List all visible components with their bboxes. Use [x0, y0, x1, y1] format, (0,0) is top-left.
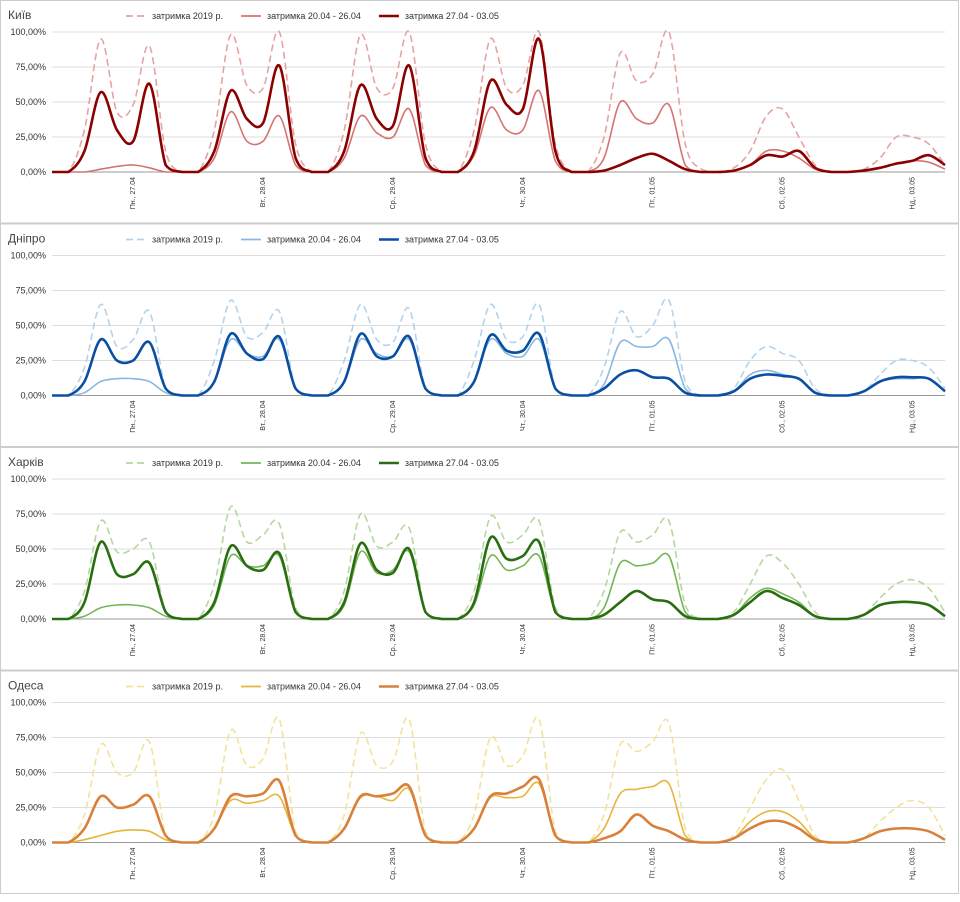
y-tick-label: 25,00%: [15, 803, 46, 813]
chart-title: Одеса: [8, 679, 44, 693]
y-tick-label: 50,00%: [15, 97, 46, 107]
legend-label: затримка 2019 р.: [152, 682, 223, 692]
chart-panel: Київ затримка 2019 р. затримка 20.04 - 26.…: [0, 0, 959, 224]
y-tick-label: 100,00%: [10, 474, 46, 484]
chart-title: Харків: [8, 455, 44, 469]
y-tick-label: 50,00%: [15, 321, 46, 331]
x-tick-label: Пн., 27.04: [130, 400, 137, 432]
chart-title: Київ: [8, 8, 31, 22]
y-tick-label: 75,00%: [15, 509, 46, 519]
panel-frame: [0, 0, 959, 224]
chart-panel: Одеса затримка 2019 р. затримка 20.04 - 26…: [0, 670, 959, 894]
y-tick-label: 100,00%: [10, 27, 46, 37]
x-tick-label: Сб., 02.05: [779, 400, 787, 433]
y-tick-label: 75,00%: [15, 62, 46, 72]
x-tick-label: Сб., 02.05: [779, 177, 787, 210]
x-tick-label: Вт., 28.04: [260, 847, 267, 877]
x-tick-label: Сб., 02.05: [779, 847, 787, 880]
x-tick-label: Чт., 30.04: [520, 624, 527, 655]
x-tick-label: Нд., 03.05: [910, 624, 917, 657]
x-tick-label: Пт., 01.05: [650, 400, 657, 431]
legend-label: затримка 2019 р.: [152, 458, 223, 468]
x-tick-label: Ср., 29.04: [390, 624, 397, 656]
chart-title: Дніпро: [8, 232, 46, 246]
x-tick-label: Чт., 30.04: [520, 400, 527, 431]
x-tick-label: Нд., 03.05: [910, 400, 917, 433]
x-tick-label: Чт., 30.04: [520, 847, 527, 878]
x-tick-label: Пн., 27.04: [130, 177, 137, 209]
x-tick-label: Пт., 01.05: [650, 847, 657, 878]
x-tick-label: Пн., 27.04: [130, 624, 137, 656]
line-series: [51, 37, 946, 174]
panel-frame: [0, 447, 959, 671]
x-tick-label: Вт., 28.04: [260, 624, 267, 654]
y-tick-label: 75,00%: [15, 286, 46, 296]
line-series: [51, 775, 946, 844]
y-tick-label: 25,00%: [15, 132, 46, 142]
x-tick-label: Вт., 28.04: [260, 177, 267, 207]
legend-label: затримка 20.04 - 26.04: [267, 11, 361, 21]
y-tick-label: 0,00%: [20, 614, 46, 624]
legend-label: затримка 20.04 - 26.04: [267, 458, 361, 468]
x-tick-label: Ср., 29.04: [390, 177, 397, 209]
panel-frame: [0, 223, 959, 447]
chart-panel: Дніпро затримка 2019 р. затримка 20.04 - 2…: [0, 223, 959, 447]
x-tick-label: Чт., 30.04: [520, 177, 527, 208]
legend-label: затримка 27.04 - 03.05: [405, 682, 499, 692]
x-tick-label: Пн., 27.04: [130, 847, 137, 879]
line-series: [52, 535, 946, 621]
legend-label: затримка 27.04 - 03.05: [405, 11, 499, 21]
x-tick-label: Нд., 03.05: [910, 177, 917, 210]
y-tick-label: 25,00%: [15, 579, 46, 589]
y-tick-label: 100,00%: [10, 251, 46, 261]
x-tick-label: Вт., 28.04: [260, 400, 267, 430]
y-tick-label: 100,00%: [10, 698, 46, 708]
line-series: [52, 505, 946, 620]
y-tick-label: 0,00%: [20, 167, 46, 177]
line-series: [51, 331, 946, 397]
x-tick-label: Ср., 29.04: [390, 847, 397, 879]
y-tick-label: 0,00%: [20, 838, 46, 848]
legend-label: затримка 2019 р.: [152, 235, 223, 245]
y-tick-label: 0,00%: [20, 391, 46, 401]
x-tick-label: Сб., 02.05: [779, 624, 787, 657]
panel-frame: [0, 670, 959, 894]
y-tick-label: 75,00%: [15, 733, 46, 743]
x-tick-label: Нд., 03.05: [910, 847, 917, 880]
legend-label: затримка 20.04 - 26.04: [267, 682, 361, 692]
legend-label: затримка 2019 р.: [152, 11, 223, 21]
x-tick-label: Пт., 01.05: [650, 624, 657, 655]
legend-label: затримка 20.04 - 26.04: [267, 235, 361, 245]
legend-label: затримка 27.04 - 03.05: [405, 235, 499, 245]
chart-panel: Харків затримка 2019 р. затримка 20.04 - 2…: [0, 447, 959, 671]
y-tick-label: 25,00%: [15, 356, 46, 366]
y-tick-label: 50,00%: [15, 544, 46, 554]
y-tick-label: 50,00%: [15, 768, 46, 778]
x-tick-label: Ср., 29.04: [390, 400, 397, 432]
legend-label: затримка 27.04 - 03.05: [405, 458, 499, 468]
x-tick-label: Пт., 01.05: [650, 177, 657, 208]
